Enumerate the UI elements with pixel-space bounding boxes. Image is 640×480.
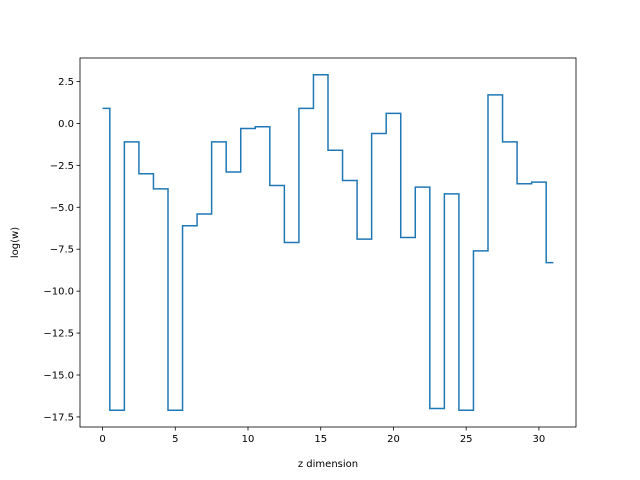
x-tick-label: 25: [460, 434, 473, 445]
y-tick-label: −10.0: [43, 287, 74, 298]
y-tick-label: 0.0: [58, 119, 74, 130]
y-axis-ticks: 2.5 0.0 −2.5 −5.0 −7.5 −10.0 −12.5 −15.0 −17.5: [43, 77, 80, 423]
x-tick-label: 15: [314, 434, 327, 445]
y-tick-label: −15.0: [43, 371, 74, 382]
x-tick-label: 30: [533, 434, 546, 445]
x-tick-label: 10: [242, 434, 255, 445]
y-tick-label: 2.5: [58, 77, 74, 88]
y-tick-label: −2.5: [50, 161, 74, 172]
y-tick-label: −12.5: [43, 329, 74, 340]
y-tick-label: −5.0: [50, 203, 74, 214]
x-tick-label: 0: [99, 434, 105, 445]
y-axis-label: log(w): [10, 227, 21, 258]
y-tick-label: −17.5: [43, 412, 74, 423]
series-step-line: [102, 74, 554, 411]
y-tick-label: −7.5: [50, 245, 74, 256]
plot-frame: [79, 57, 577, 428]
x-axis-ticks: 0 5 10 15 20 25 30: [99, 427, 545, 445]
x-tick-label: 20: [387, 434, 400, 445]
x-tick-label: 5: [172, 434, 178, 445]
x-axis-label: z dimension: [298, 459, 358, 470]
